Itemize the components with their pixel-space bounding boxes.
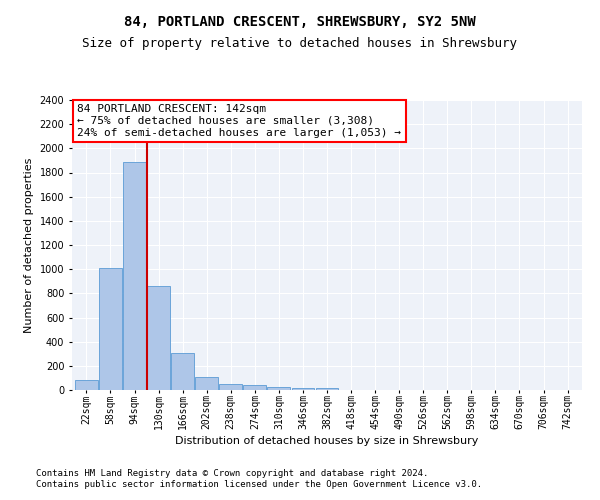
Bar [195, 376, 218, 390]
Bar [292, 388, 314, 390]
Bar [268, 387, 290, 390]
Bar [123, 162, 146, 390]
Text: 84 PORTLAND CRESCENT: 142sqm
← 75% of detached houses are smaller (3,308)
24% of: 84 PORTLAND CRESCENT: 142sqm ← 75% of de… [77, 104, 401, 138]
Text: 84, PORTLAND CRESCENT, SHREWSBURY, SY2 5NW: 84, PORTLAND CRESCENT, SHREWSBURY, SY2 5… [124, 15, 476, 29]
X-axis label: Distribution of detached houses by size in Shrewsbury: Distribution of detached houses by size … [175, 436, 479, 446]
Bar [244, 385, 266, 390]
Bar [147, 286, 170, 390]
Bar [171, 352, 194, 390]
Text: Contains HM Land Registry data © Crown copyright and database right 2024.: Contains HM Land Registry data © Crown c… [36, 468, 428, 477]
Bar [75, 380, 98, 390]
Y-axis label: Number of detached properties: Number of detached properties [24, 158, 34, 332]
Bar [316, 388, 338, 390]
Text: Size of property relative to detached houses in Shrewsbury: Size of property relative to detached ho… [83, 38, 517, 51]
Bar [220, 384, 242, 390]
Text: Contains public sector information licensed under the Open Government Licence v3: Contains public sector information licen… [36, 480, 482, 489]
Bar [99, 268, 122, 390]
